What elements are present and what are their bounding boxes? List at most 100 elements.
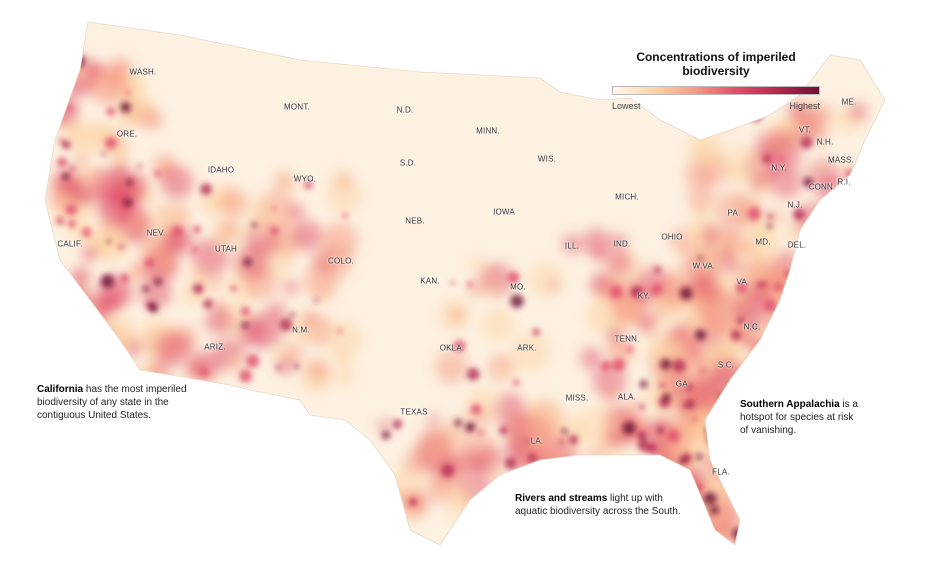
heat-patch [79, 345, 108, 374]
hotspot-patch [101, 151, 106, 156]
heat-patch [782, 295, 798, 311]
hotspot-patch [251, 222, 257, 228]
heat-patch [816, 208, 833, 225]
heat-patch [468, 255, 486, 273]
heat-patch [813, 236, 845, 268]
heat-patch [812, 257, 847, 293]
heat-patch [733, 289, 751, 307]
hotspot-patch [660, 358, 672, 370]
hotspot-patch [240, 306, 250, 316]
heat-patch [585, 448, 606, 469]
heat-patch [74, 153, 87, 167]
state-label: NEV. [146, 228, 166, 238]
state-label: OHIO [661, 232, 683, 242]
heat-patch [776, 304, 809, 337]
state-label: R.I. [837, 177, 851, 187]
hotspot-patch [532, 328, 540, 336]
hotspot-patch [525, 438, 530, 443]
heat-patch [654, 461, 672, 479]
heat-patch [446, 490, 461, 505]
state-label: TENN. [614, 334, 640, 344]
hotspot-patch [120, 273, 129, 283]
heat-patch [722, 257, 741, 276]
hotspot-patch [510, 294, 524, 308]
state-label: ARIZ. [204, 342, 226, 352]
heat-patch [83, 369, 96, 382]
heat-patch [611, 289, 648, 327]
hotspot-patch [531, 479, 542, 490]
hotspot-patch [276, 365, 282, 371]
hotspot-patch [568, 434, 579, 445]
state-label: MINN. [476, 126, 500, 136]
heat-patch [326, 179, 363, 215]
heat-patch [46, 95, 79, 127]
hotspot-patch [730, 329, 742, 341]
annotation-text: has the most imperiled biodiversity of a… [37, 384, 187, 421]
hotspot-patch [703, 492, 717, 506]
heat-patch [495, 493, 511, 510]
hotspot-patch [636, 430, 647, 441]
hotspot-patch [527, 453, 537, 463]
state-label: WASH. [129, 67, 157, 77]
hotspot-patch [789, 350, 798, 358]
hotspot-patch [661, 519, 672, 530]
hotspot-patch [144, 258, 155, 268]
hotspot-patch [81, 227, 92, 238]
hotspot-patch [800, 136, 813, 149]
hotspot-patch [779, 155, 784, 161]
hotspot-patch [154, 277, 162, 286]
hotspot-patch [294, 364, 299, 369]
heat-patch [511, 332, 551, 372]
heat-patch [626, 399, 640, 413]
hotspot-patch [760, 378, 773, 391]
annotation-rivers: Rivers and streams light up with aquatic… [515, 492, 695, 518]
state-label: MO. [510, 282, 526, 292]
hotspot-patch [659, 382, 665, 388]
hotspot-patch [846, 263, 857, 274]
heat-patch [763, 131, 804, 171]
heat-patch [306, 359, 330, 383]
state-label: MICH. [615, 192, 639, 202]
heat-patch [192, 269, 207, 284]
hotspot-patch [120, 101, 131, 113]
hotspot-patch [747, 206, 761, 221]
heat-patch [606, 250, 633, 276]
state-label: VA. [736, 277, 750, 287]
state-label: COLO. [328, 256, 354, 266]
hotspot-patch [761, 280, 769, 289]
heat-patch [700, 224, 721, 245]
hotspot-patch [270, 226, 279, 236]
hotspot-patch [686, 384, 693, 391]
hotspot-patch [193, 225, 201, 234]
heat-patch [592, 363, 627, 398]
hotspot-patch [148, 302, 159, 313]
heat-patch [576, 405, 616, 445]
state-label: WYO. [293, 174, 317, 184]
heat-patch [830, 259, 851, 280]
heat-patch [659, 299, 684, 323]
state-label: ALA. [617, 392, 637, 402]
hotspot-patch [687, 398, 695, 406]
heat-patch [719, 245, 736, 262]
state-label: KY. [637, 291, 651, 301]
hotspot-patch [752, 352, 763, 363]
hotspot-patch [106, 107, 116, 117]
heat-patch [607, 337, 635, 364]
hotspot-patch [732, 527, 746, 541]
state-label: IND. [613, 239, 631, 249]
hotspot-patch [203, 299, 213, 309]
hotspot-patch [601, 360, 612, 372]
heat-patch [425, 477, 452, 504]
heat-patch [527, 261, 564, 298]
hotspot-patch [289, 312, 295, 318]
hotspot-patch [243, 257, 253, 267]
hotspot-patch [499, 426, 508, 435]
hotspot-patch [454, 419, 462, 427]
hotspot-patch [829, 304, 835, 310]
annotation-appalachia: Southern Appalachia is a hotspot for spe… [740, 398, 860, 437]
hotspot-patch [118, 244, 124, 250]
heat-patch [208, 274, 223, 290]
state-label: ILL. [564, 241, 580, 251]
hotspot-patch [672, 359, 686, 373]
heat-patch [56, 282, 92, 319]
